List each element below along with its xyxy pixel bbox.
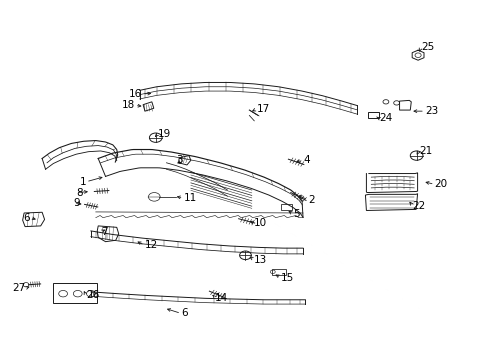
Text: 12: 12 (144, 240, 158, 250)
Text: 2: 2 (307, 195, 314, 205)
Text: 3: 3 (176, 155, 183, 165)
Text: 9: 9 (74, 198, 81, 208)
Text: 14: 14 (215, 293, 228, 303)
Text: 15: 15 (281, 273, 294, 283)
Text: 24: 24 (378, 113, 391, 123)
Text: 7: 7 (101, 227, 107, 237)
Text: 13: 13 (254, 255, 267, 265)
Text: 21: 21 (418, 145, 431, 156)
Text: 11: 11 (183, 193, 196, 203)
Text: 26: 26 (86, 291, 99, 301)
Text: 22: 22 (412, 201, 425, 211)
Text: 16: 16 (129, 89, 142, 99)
Text: 27: 27 (12, 283, 25, 293)
Text: 6: 6 (23, 213, 30, 222)
Text: 25: 25 (420, 42, 433, 52)
Text: 5: 5 (293, 209, 299, 219)
Text: 20: 20 (434, 179, 447, 189)
Text: 1: 1 (79, 177, 86, 187)
Text: 8: 8 (76, 188, 83, 198)
Text: 4: 4 (303, 155, 309, 165)
Text: 10: 10 (254, 218, 267, 228)
Text: 19: 19 (158, 129, 171, 139)
Text: 6: 6 (181, 309, 187, 318)
Text: 23: 23 (424, 106, 437, 116)
Text: 18: 18 (122, 100, 135, 111)
Text: 17: 17 (256, 104, 269, 114)
